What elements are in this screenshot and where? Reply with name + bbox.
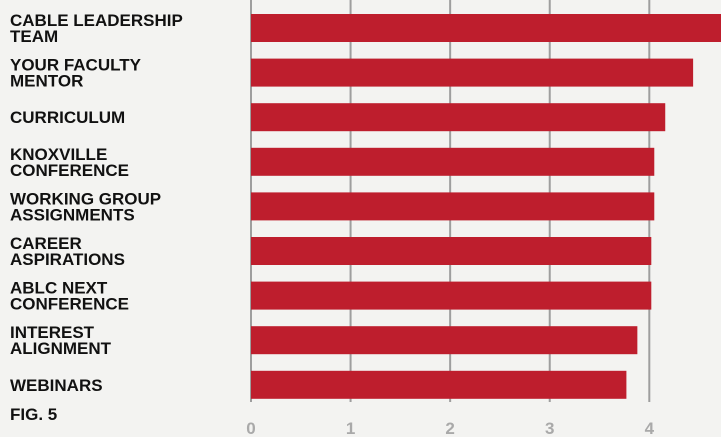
category-label: YOUR FACULTY MENTOR bbox=[10, 56, 142, 91]
bar bbox=[251, 103, 666, 132]
bar bbox=[251, 14, 721, 42]
category-label-line: TEAM bbox=[10, 27, 58, 46]
x-tick-label: 4 bbox=[645, 419, 655, 437]
category-label: CAREER ASPIRATIONS bbox=[10, 234, 125, 269]
x-tick-label: 0 bbox=[246, 419, 255, 437]
category-label: WORKING GROUP ASSIGNMENTS bbox=[10, 189, 161, 224]
category-label-line: CONFERENCE bbox=[10, 161, 129, 180]
category-label-line: CABLE LEADERSHIP bbox=[10, 11, 183, 30]
bar bbox=[251, 147, 655, 176]
category-label-line: ASSIGNMENTS bbox=[10, 205, 135, 224]
category-label-line: WEBINARS bbox=[10, 376, 103, 395]
bar bbox=[251, 192, 655, 221]
x-tick-label: 1 bbox=[346, 419, 355, 437]
category-label: CABLE LEADERSHIP TEAM bbox=[10, 11, 183, 46]
bar bbox=[251, 326, 638, 355]
category-label: KNOXVILLE CONFERENCE bbox=[10, 145, 129, 180]
category-label-line: CONFERENCE bbox=[10, 295, 129, 314]
bar bbox=[251, 281, 652, 310]
category-label-line: ABLC NEXT bbox=[10, 279, 108, 298]
category-label-line: MENTOR bbox=[10, 72, 83, 91]
category-label-line: KNOXVILLE bbox=[10, 145, 107, 164]
bar bbox=[251, 237, 652, 265]
category-label-line: WORKING GROUP bbox=[10, 189, 161, 208]
bars bbox=[251, 14, 721, 399]
category-label-line: CURRICULUM bbox=[10, 108, 125, 127]
x-axis-ticks: 0 1 2 3 4 bbox=[246, 419, 654, 437]
x-tick-label: 3 bbox=[545, 419, 554, 437]
x-tick-label: 2 bbox=[445, 419, 454, 437]
figure-label: FIG. 5 bbox=[10, 405, 57, 424]
category-label: INTEREST ALIGNMENT bbox=[10, 323, 112, 358]
category-label-line: ASPIRATIONS bbox=[10, 250, 125, 269]
category-label: WEBINARS bbox=[10, 376, 103, 395]
bar bbox=[251, 58, 694, 87]
category-label-line: INTEREST bbox=[10, 323, 95, 342]
category-labels: CABLE LEADERSHIP TEAM YOUR FACULTY MENTOR CU… bbox=[10, 11, 183, 395]
category-label: ABLC NEXT CONFERENCE bbox=[10, 279, 129, 314]
category-label: CURRICULUM bbox=[10, 108, 125, 127]
category-label-line: CAREER bbox=[10, 234, 82, 253]
bar bbox=[251, 370, 627, 399]
category-label-line: ALIGNMENT bbox=[10, 339, 112, 358]
category-label-line: YOUR FACULTY bbox=[10, 56, 142, 75]
